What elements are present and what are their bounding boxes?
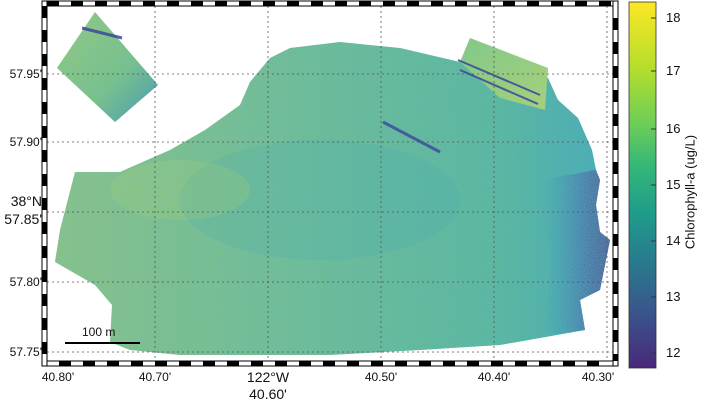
y-degree-label: 38°N <box>10 193 42 209</box>
streak-line <box>459 69 539 105</box>
map-border <box>41 0 619 367</box>
colorbar-tick-label: 16 <box>666 121 681 136</box>
x-tick-label: 40.50' <box>364 370 398 384</box>
y-tick-label: 57.75' <box>9 345 42 359</box>
x-degree-label: 122°W <box>246 369 290 385</box>
y-tick-label: 57.95' <box>9 67 42 81</box>
y-tick-label: 57.90' <box>9 135 42 149</box>
x-tick-label: 40.30' <box>581 370 615 384</box>
colorbar-tick-label: 18 <box>666 10 681 25</box>
colorbar-tick-label: 15 <box>666 177 681 192</box>
inset-tile <box>57 12 158 122</box>
scale-bar-label: 100 m <box>82 325 116 339</box>
streak-line <box>457 59 541 96</box>
streak-line <box>382 120 441 154</box>
colorbar-tick-label: 14 <box>666 233 681 248</box>
x-tick-label: 40.40' <box>477 370 511 384</box>
y-tick-label: 57.85' <box>4 211 42 227</box>
x-tick-label: 40.80' <box>41 370 75 384</box>
colorbar-title: Chlorophyll-a (ug/L) <box>682 134 698 250</box>
chlorophyll-mosaic <box>55 38 610 355</box>
y-tick-label: 57.80' <box>9 275 42 289</box>
x-tick-label: 40.60' <box>249 386 287 402</box>
colorbar-tick-label: 17 <box>666 63 681 78</box>
colorbar-ticks <box>651 17 656 354</box>
x-tick-label: 40.70' <box>138 370 172 384</box>
inset-streak <box>81 26 123 40</box>
grid-lines <box>47 6 613 361</box>
colorbar-tick-label: 13 <box>666 289 681 304</box>
colorbar-tick-label: 12 <box>666 345 681 360</box>
